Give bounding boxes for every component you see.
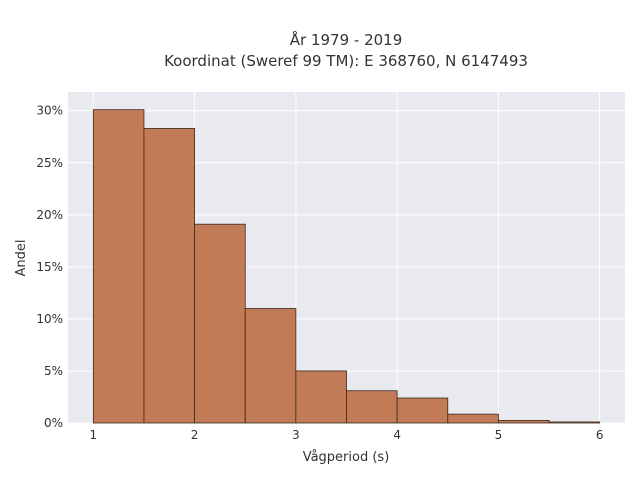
histogram-bar	[143, 128, 195, 424]
y-tick-label: 0%	[44, 416, 63, 430]
y-tick-label: 10%	[36, 312, 63, 326]
y-tick-label: 15%	[36, 260, 63, 274]
histogram-bar	[447, 413, 499, 424]
chart-title-line-1: År 1979 - 2019	[290, 30, 403, 49]
tick-labels: 1 2 3 4 5 6 0% 5% 10% 15% 20% 25% 30%	[36, 104, 603, 442]
histogram-bar	[498, 419, 550, 424]
histogram-bar	[346, 390, 398, 424]
x-tick-label: 6	[596, 428, 604, 442]
histogram-bar	[295, 370, 347, 424]
x-axis-label: Vågperiod (s)	[303, 450, 390, 465]
histogram-bar	[92, 109, 145, 424]
histogram-bar	[396, 397, 449, 424]
x-tick-label: 5	[495, 428, 503, 442]
histogram-bar	[194, 223, 246, 424]
y-tick-label: 25%	[36, 156, 63, 170]
y-tick-label: 30%	[36, 104, 63, 118]
x-tick-label: 4	[393, 428, 401, 442]
x-tick-label: 2	[191, 428, 199, 442]
x-tick-label: 1	[89, 428, 97, 442]
bars	[92, 109, 601, 424]
histogram-bar	[244, 308, 297, 424]
histogram-bar	[548, 421, 601, 424]
y-axis-label: Andel	[14, 240, 29, 277]
x-tick-label: 3	[292, 428, 300, 442]
y-tick-label: 5%	[44, 364, 63, 378]
y-tick-label: 20%	[36, 208, 63, 222]
chart-title-line-2: Koordinat (Sweref 99 TM): E 368760, N 61…	[164, 52, 528, 70]
